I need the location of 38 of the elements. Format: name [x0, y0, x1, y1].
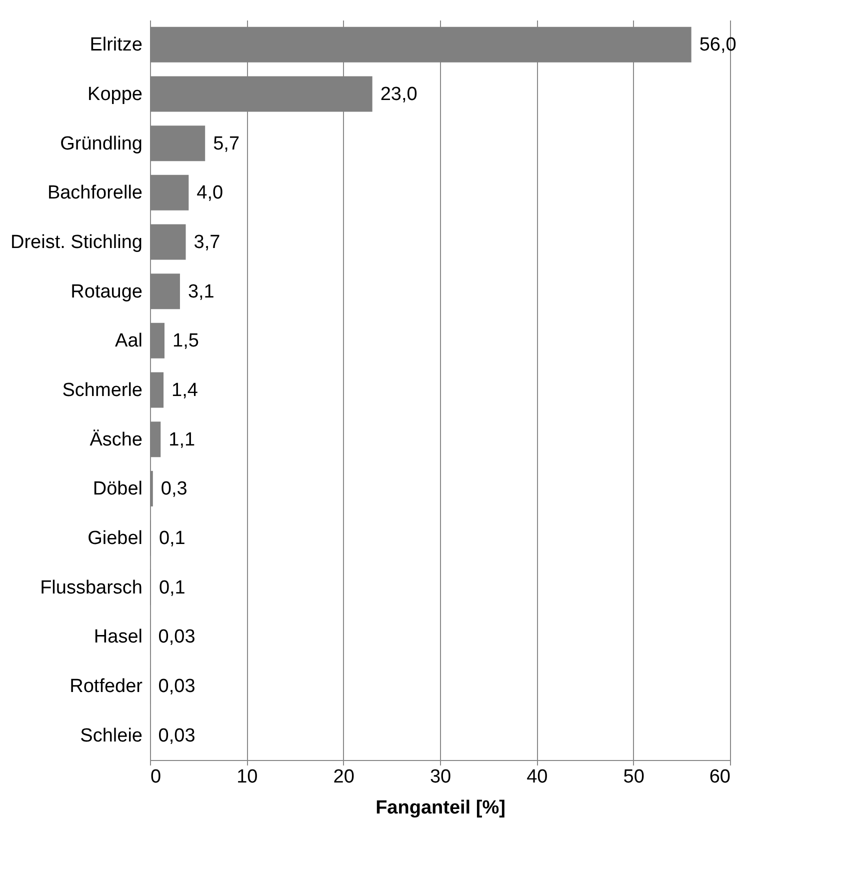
y-tick-label: Rotauge: [70, 281, 142, 302]
data-label: 0,1: [158, 577, 186, 598]
data-label: 4,0: [196, 182, 224, 204]
y-tick-label: Hasel: [94, 626, 142, 648]
data-label: 0,03: [158, 676, 196, 697]
y-tick-label: Gründling: [60, 133, 142, 154]
y-tick-label: Bachforelle: [47, 182, 142, 204]
data-label: 1,1: [168, 429, 196, 450]
y-tick-label: Rotfeder: [70, 676, 144, 697]
x-tick-label: 20: [333, 766, 354, 788]
y-tick-label: Elritze: [90, 34, 142, 56]
data-label: 3,7: [194, 232, 220, 253]
y-tick-label: Giebel: [88, 528, 142, 549]
y-tick-label: Döbel: [92, 478, 142, 500]
data-label: 3,1: [188, 281, 214, 302]
data-label: 56,0: [699, 34, 736, 56]
x-tick-label: 30: [430, 766, 452, 788]
data-label: 0,3: [160, 478, 188, 500]
data-label: 0,1: [158, 528, 186, 549]
y-tick-label: Koppe: [88, 84, 142, 105]
x-tick-label: 50: [623, 766, 644, 788]
y-tick-label: Schleie: [80, 725, 142, 746]
x-tick-label: 60: [709, 766, 730, 788]
x-tick-label: 10: [236, 766, 258, 788]
x-tick-label: 40: [526, 766, 548, 788]
data-label: 23,0: [380, 84, 418, 105]
y-tick-label: Äsche: [90, 429, 142, 450]
y-tick-label: Flussbarsch: [40, 577, 142, 598]
x-axis-title: Fanganteil [%]: [376, 798, 506, 818]
y-tick-label: Aal: [115, 330, 142, 352]
data-label: 1,5: [172, 330, 199, 352]
data-label: 0,03: [158, 626, 196, 648]
data-label: 0,03: [158, 725, 196, 746]
x-tick-label: 0: [150, 766, 162, 788]
y-tick-label: Schmerle: [62, 380, 142, 401]
data-label: 1,4: [172, 380, 198, 401]
y-tick-label: Dreist. Stichling: [10, 232, 142, 253]
data-label: 5,7: [213, 133, 240, 154]
